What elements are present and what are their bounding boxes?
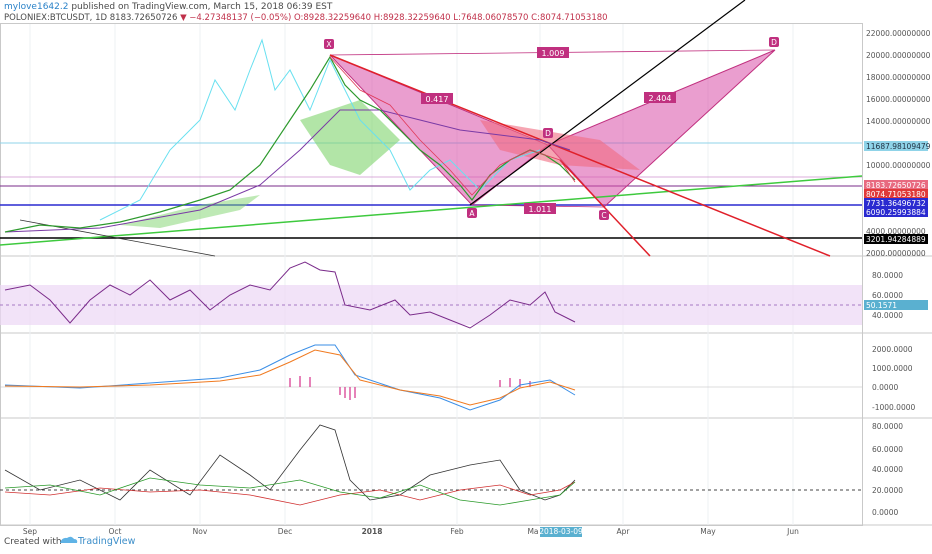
rsi-label: 40.0000 xyxy=(872,311,903,320)
dmi-label: 60.0000 xyxy=(872,445,903,454)
ratio-box xyxy=(644,92,676,103)
footer-created: Created with xyxy=(4,537,62,547)
price-label: 2000.00000000 xyxy=(866,249,926,258)
price-label: 4000.00000000 xyxy=(866,227,926,236)
time-label: Sep xyxy=(23,527,37,536)
price-label: 16000.00000000 xyxy=(866,95,931,104)
pattern-point: D xyxy=(771,38,777,47)
time-label: Jun xyxy=(786,527,799,536)
time-label: Dec xyxy=(278,527,293,536)
price-label: 22000.00000000 xyxy=(866,29,931,38)
time-label: Feb xyxy=(450,527,464,536)
price-tag-box xyxy=(864,234,928,244)
price-tag: 3201.94284889 xyxy=(866,235,926,244)
pattern-point-box xyxy=(599,210,609,220)
open: O:8928.32259640 xyxy=(294,13,371,23)
rsi-label: 80.0000 xyxy=(872,271,903,280)
symbol: POLONIEX:BTCUSDT, 1D xyxy=(4,13,107,23)
pattern-point-box xyxy=(324,39,334,49)
price-tag: 8183.72650726 xyxy=(866,181,926,190)
footer-brand[interactable]: TradingView xyxy=(77,536,136,547)
price-tag: 6090.25993884 xyxy=(866,208,926,217)
price-label: 10000.00000000 xyxy=(866,161,931,170)
pattern-point: A xyxy=(469,209,475,218)
dmi-label: 80.0000 xyxy=(872,422,903,431)
ratio: 2.404 xyxy=(649,94,672,103)
price-label: 18000.00000000 xyxy=(866,73,931,82)
ratio-box xyxy=(421,93,453,104)
price-tag: 8074.71053180 xyxy=(866,190,926,199)
time-label: Ma xyxy=(527,527,538,536)
time-label: Oct xyxy=(109,527,122,536)
ratio-box xyxy=(537,47,569,58)
time-tag: 2018-03-09 xyxy=(539,527,583,536)
pattern-point-box xyxy=(769,37,779,47)
pattern-point: C xyxy=(601,211,606,220)
author: mylove1642.2 xyxy=(4,2,68,12)
ratio: 0.417 xyxy=(426,95,449,104)
rsi-tag: 50.1571 xyxy=(866,301,897,310)
ratio-box xyxy=(524,203,556,214)
ratio: 1.011 xyxy=(529,205,552,214)
macd-label: 1000.0000 xyxy=(872,364,913,373)
low: L:7648.06078570 xyxy=(453,13,528,23)
price-tag-box xyxy=(864,141,928,151)
price-tag: 7731.36496732 xyxy=(866,199,926,208)
time-tag-box xyxy=(540,527,582,537)
change: ▼ −4.27348137 (−0.05%) xyxy=(180,13,291,23)
high: H:8928.32259640 xyxy=(374,13,451,23)
close: C:8074.71053180 xyxy=(531,13,607,23)
price-tag-box xyxy=(864,180,928,190)
last: 8183.72650726 xyxy=(110,13,178,23)
time-label: May xyxy=(700,527,716,536)
ratio: 1.009 xyxy=(542,49,565,58)
price-tag-box xyxy=(864,198,928,208)
dmi-label: 0.0000 xyxy=(872,508,898,517)
price-label: 14000.00000000 xyxy=(866,117,931,126)
time-label: Nov xyxy=(193,527,208,536)
dmi-label: 40.0000 xyxy=(872,465,903,474)
price-label: 20000.00000000 xyxy=(866,51,931,60)
rsi-tag-box xyxy=(864,300,928,310)
legend: POLONIEX:BTCUSDT, 1D 8183.72650726 ▼ −4.… xyxy=(4,13,608,23)
rsi-label: 60.0000 xyxy=(872,291,903,300)
price-tag-box xyxy=(864,207,928,217)
dmi-label: 20.0000 xyxy=(872,486,903,495)
macd-label: 2000.0000 xyxy=(872,345,913,354)
pattern-point-box xyxy=(543,128,553,138)
macd-label: -1000.0000 xyxy=(872,403,915,412)
price-tag: 11687.98109479 xyxy=(866,142,931,151)
header: mylove1642.2 published on TradingView.co… xyxy=(4,2,333,12)
published: published on TradingView.com, March 15, … xyxy=(71,2,332,12)
pattern-point: D xyxy=(545,129,551,138)
time-label: Apr xyxy=(617,527,631,536)
pattern-point: X xyxy=(326,40,331,49)
time-label: 2018 xyxy=(362,527,383,536)
pattern-point-box xyxy=(467,208,477,218)
macd-label: 0.0000 xyxy=(872,383,898,392)
price-tag-box xyxy=(864,189,928,199)
